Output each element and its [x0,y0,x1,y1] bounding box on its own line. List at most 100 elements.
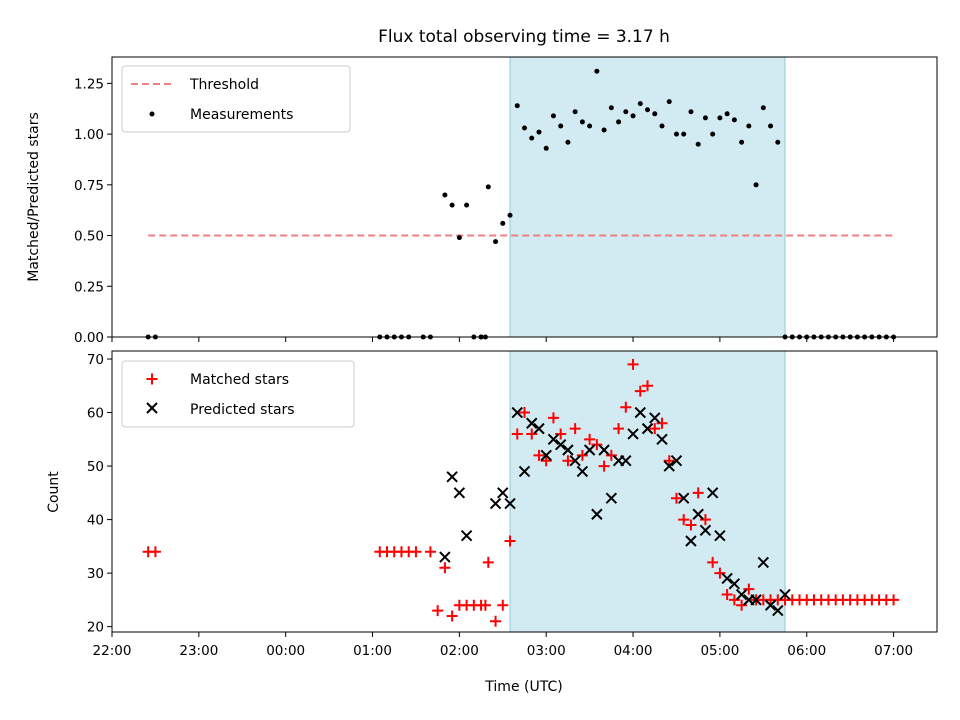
measurement-point [601,127,607,133]
x-tick-label: 03:00 [527,643,566,659]
predicted-star-point [728,578,741,590]
predicted-star-point [583,444,596,456]
matched-star-point [692,487,704,499]
matched-star-point [424,546,436,558]
matched-star-point [620,401,632,413]
matched-star-point [504,535,516,547]
bottom-y-tick-label: 60 [87,406,104,422]
matched-star-point [736,599,748,611]
measurement-point [710,131,716,137]
bottom-y-tick-label: 50 [87,459,104,475]
matched-star-point [613,423,625,435]
predicted-star-point [504,497,516,510]
legend-measurements-label: Measurements [190,107,293,123]
top-y-tick-label: 1.25 [74,76,104,92]
measurement-point [739,139,745,145]
bottom-y-tick-label: 30 [87,566,104,582]
matched-star-point [497,599,509,611]
x-axis-label: Time (UTC) [484,679,562,695]
matched-star-point [555,428,567,440]
matched-star-point [649,423,661,435]
measurement-point [681,131,687,137]
predicted-star-point [721,572,733,585]
measurement-point [630,113,636,119]
measurement-point [724,111,730,117]
predicted-star-point [605,492,618,504]
measurement-point [514,103,520,109]
matched-star-point [482,556,494,568]
predicted-star-point [518,465,531,478]
matched-star-point [656,417,668,429]
predicted-star-point [576,465,589,478]
predicted-star-point [554,438,567,451]
measurement-point [659,123,665,129]
top-legend-box [121,65,351,133]
top-y-tick-label: 0.25 [74,279,104,295]
predicted-star-point [620,455,632,467]
measurement-point [673,131,679,137]
measurement-point [522,125,527,131]
predicted-star-point [764,599,777,611]
measurement-point [449,202,455,208]
matched-star-point [562,455,574,467]
measurement-point [695,141,701,147]
legend-predicted-label: Predicted stars [190,402,295,418]
measurement-point [768,123,774,129]
predicted-star-point [540,449,552,462]
matched-star-point [605,449,617,461]
matched-star-point [663,455,675,467]
bottom-y-axis-label: Count [46,471,62,513]
measurement-point [717,115,723,121]
predicted-star-point [714,529,726,542]
bottom-legend: Matched stars Predicted stars [121,360,355,428]
matched-star-point [439,562,451,574]
top-observing-span [509,56,786,338]
x-tick-label: 01:00 [353,643,392,659]
legend-matched-label: Matched stars [190,372,289,388]
predicted-star-point [569,455,581,467]
matched-star-point [526,428,538,440]
predicted-star-point [627,428,639,440]
measurement-point [637,101,643,107]
predicted-star-point [750,594,762,606]
measurement-point [760,105,766,111]
matched-star-point [642,380,654,392]
predicted-star-point [656,433,668,446]
matched-star-point [728,594,740,606]
matched-star-point [699,514,711,526]
matched-star-point [576,449,588,461]
measurement-point [746,123,752,129]
matched-star-point [584,433,596,445]
top-legend: Threshold Measurements [121,65,351,133]
matched-star-point [479,599,491,611]
predicted-star-point [735,588,748,601]
matched-star-point [540,455,552,467]
measurement-point [731,117,737,123]
measurement-point [594,68,600,74]
predicted-star-point [692,508,704,520]
predicted-star-point [533,422,545,435]
top-axes-frame [111,56,938,338]
matched-star-point [490,615,502,627]
matched-star-point [446,610,458,622]
top-y-tick-label: 0.00 [74,330,104,346]
matched-star-point [678,514,690,526]
measurement-point [616,119,622,125]
x-tick-label: 23:00 [179,643,218,659]
predicted-star-point [439,551,451,563]
legend-predicted-swatch [146,402,158,414]
measurement-point [565,139,571,145]
measurement-point [608,105,614,111]
bottom-legend-box [121,360,355,428]
matched-star-point [519,407,530,419]
measurement-point [688,109,694,115]
measurement-point [652,111,658,117]
measurement-point [464,202,470,208]
measurement-point [456,235,462,241]
predicted-star-point [511,406,523,419]
x-tick-label: 05:00 [700,643,739,659]
predicted-star-point [772,604,784,617]
predicted-star-point [526,417,538,429]
matched-star-point [627,358,639,370]
